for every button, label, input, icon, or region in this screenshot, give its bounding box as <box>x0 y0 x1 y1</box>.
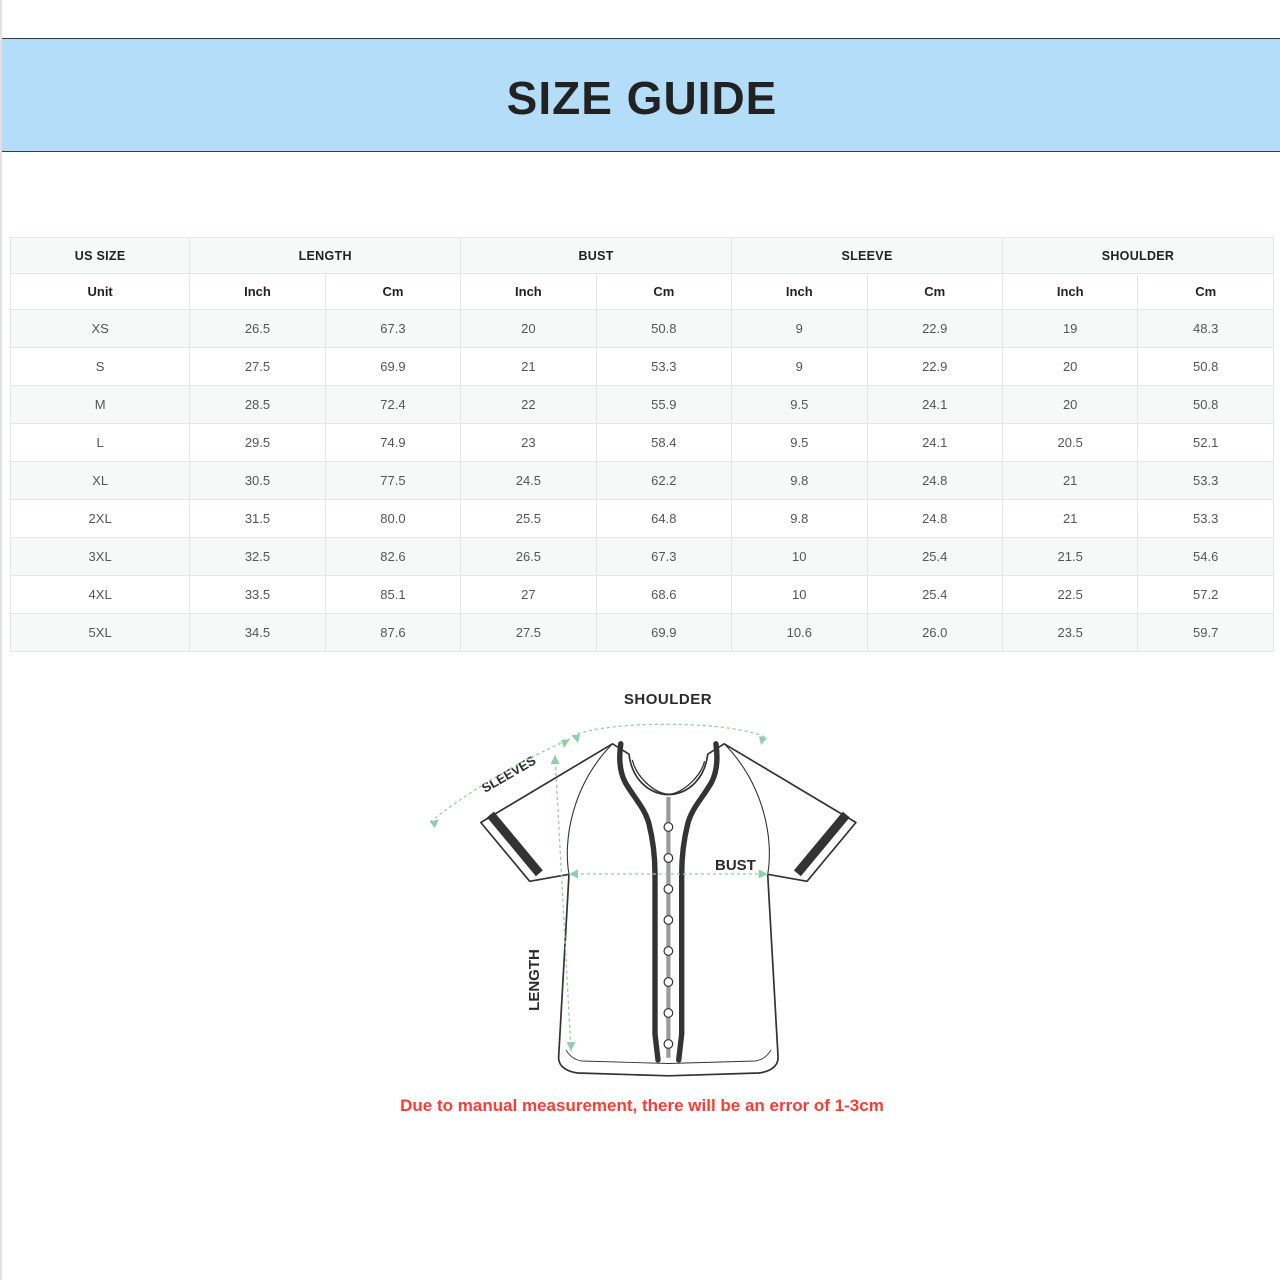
svg-text:LENGTH: LENGTH <box>526 949 543 1011</box>
svg-text:SLEEVES: SLEEVES <box>479 752 539 795</box>
svg-text:SHOULDER: SHOULDER <box>624 691 712 708</box>
svg-text:BUST: BUST <box>715 857 756 874</box>
